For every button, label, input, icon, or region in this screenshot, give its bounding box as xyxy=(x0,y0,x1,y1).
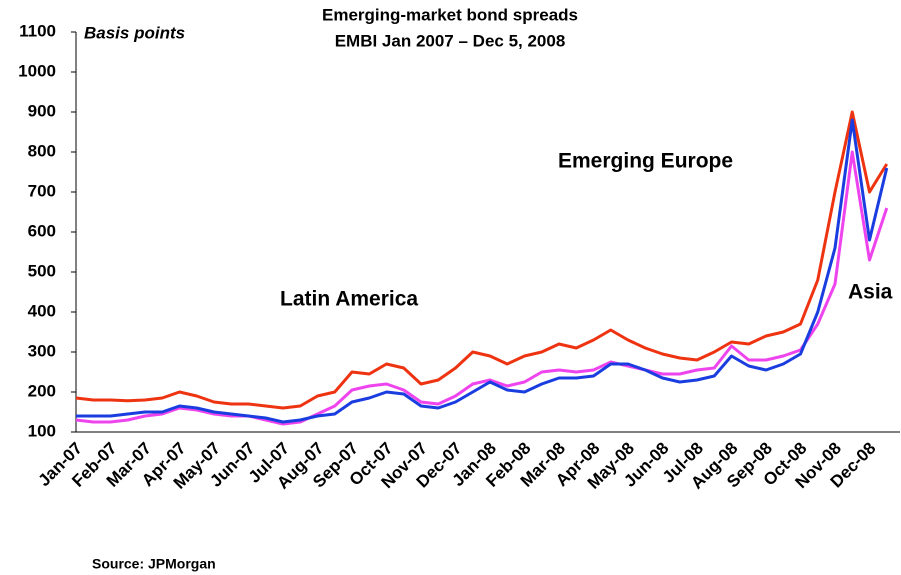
y-tick-label: 200 xyxy=(28,381,56,400)
y-tick-label: 900 xyxy=(28,101,56,120)
y-tick-label: 100 xyxy=(28,421,56,440)
series-label: Latin America xyxy=(280,288,418,311)
y-axis-label: Basis points xyxy=(84,23,185,42)
y-tick-label: 300 xyxy=(28,341,56,360)
y-tick-label: 800 xyxy=(28,141,56,160)
y-tick-label: 700 xyxy=(28,181,56,200)
y-tick-label: 400 xyxy=(28,301,56,320)
chart-title: Emerging-market bond spreads xyxy=(322,5,578,24)
series-line xyxy=(75,150,889,426)
series-label: Emerging Europe xyxy=(558,150,733,173)
series-line xyxy=(75,110,889,410)
series-line xyxy=(76,118,889,424)
series-label: Asia xyxy=(848,281,893,304)
y-tick-label: 1100 xyxy=(19,21,56,40)
y-tick-label: 1000 xyxy=(18,61,56,80)
chart-subtitle: EMBI Jan 2007 – Dec 5, 2008 xyxy=(335,31,566,50)
y-tick-label: 500 xyxy=(28,261,56,280)
source: Source: JPMorgan xyxy=(92,556,216,572)
y-tick-label: 600 xyxy=(28,221,56,240)
